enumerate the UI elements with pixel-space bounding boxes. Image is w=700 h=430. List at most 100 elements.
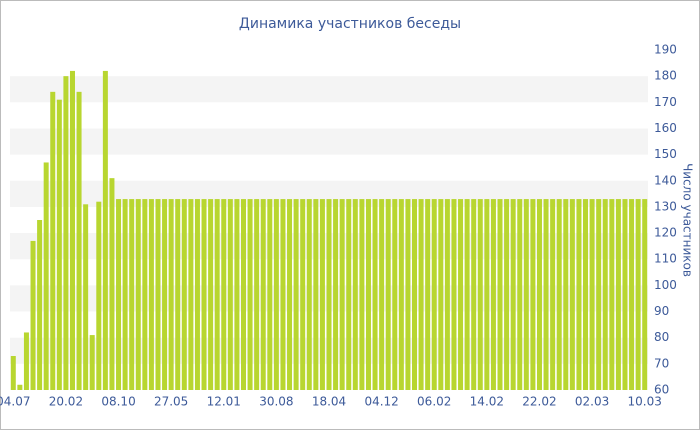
bar — [280, 199, 286, 390]
bar — [530, 199, 536, 390]
y-tick-label: 120 — [654, 226, 677, 240]
bar — [464, 199, 470, 390]
bar — [451, 199, 457, 390]
bar — [89, 335, 95, 390]
x-tick-label: 12.01 — [207, 395, 241, 409]
bar — [569, 199, 575, 390]
bar — [431, 199, 437, 390]
y-tick-label: 160 — [654, 121, 677, 135]
x-tick-label: 02.03 — [575, 395, 609, 409]
bar — [497, 199, 503, 390]
bar — [319, 199, 325, 390]
grid-band — [10, 76, 648, 103]
bar — [76, 91, 82, 390]
x-tick-label: 27.05 — [154, 395, 188, 409]
bar — [214, 199, 220, 390]
x-tick-label: 06.02 — [417, 395, 451, 409]
bar — [240, 199, 246, 390]
bar — [162, 199, 168, 390]
x-tick-label: 20.02 — [49, 395, 83, 409]
bar — [188, 199, 194, 390]
bar — [550, 199, 556, 390]
x-tick-label: 04.07 — [0, 395, 30, 409]
x-tick-label: 22.02 — [522, 395, 556, 409]
bar — [208, 199, 214, 390]
bar — [23, 332, 29, 390]
bar — [372, 199, 378, 390]
bar — [247, 199, 253, 390]
y-tick-label: 180 — [654, 69, 677, 83]
x-tick-label: 04.12 — [364, 395, 398, 409]
bar — [490, 199, 496, 390]
bar — [635, 199, 641, 390]
bar — [273, 199, 279, 390]
bar — [425, 199, 431, 390]
bar — [642, 199, 648, 390]
bar — [37, 220, 43, 390]
bar — [392, 199, 398, 390]
bar — [175, 199, 181, 390]
bar — [260, 199, 266, 390]
bar — [234, 199, 240, 390]
bar — [629, 199, 635, 390]
y-tick-label: 100 — [654, 278, 677, 292]
bar — [122, 199, 128, 390]
bar — [398, 199, 404, 390]
bar — [267, 199, 273, 390]
bar — [30, 240, 36, 390]
y-tick-label: 60 — [654, 383, 669, 397]
bar — [17, 384, 23, 390]
grid-band — [10, 128, 648, 155]
bar — [346, 199, 352, 390]
bar — [556, 199, 562, 390]
bar — [418, 199, 424, 390]
bar — [596, 199, 602, 390]
bar — [50, 91, 56, 390]
bar — [523, 199, 529, 390]
bar — [405, 199, 411, 390]
bar — [379, 199, 385, 390]
x-tick-label: 14.02 — [470, 395, 504, 409]
y-tick-label: 170 — [654, 95, 677, 109]
bar — [458, 199, 464, 390]
bar — [102, 70, 108, 390]
bar — [56, 99, 62, 390]
bar — [221, 199, 227, 390]
bar — [333, 199, 339, 390]
bar — [168, 199, 174, 390]
bar — [142, 199, 148, 390]
y-tick-label: 190 — [654, 43, 677, 57]
bar — [563, 199, 569, 390]
bar — [148, 199, 154, 390]
bar — [385, 199, 391, 390]
bar — [109, 178, 115, 390]
bar — [155, 199, 161, 390]
bar — [339, 199, 345, 390]
bar — [227, 199, 233, 390]
y-tick-label: 90 — [654, 304, 669, 318]
bar — [477, 199, 483, 390]
x-tick-label: 30.08 — [259, 395, 293, 409]
bar — [83, 204, 89, 390]
bar — [254, 199, 260, 390]
bar — [602, 199, 608, 390]
y-tick-label: 80 — [654, 330, 669, 344]
y-tick-label: 140 — [654, 173, 677, 187]
x-tick-label: 10.03 — [628, 395, 662, 409]
bar — [96, 201, 102, 390]
bar — [622, 199, 628, 390]
y-tick-label: 110 — [654, 252, 677, 266]
bar — [194, 199, 200, 390]
bar — [10, 356, 16, 390]
bar — [583, 199, 589, 390]
bar — [504, 199, 510, 390]
bar — [359, 199, 365, 390]
y-axis-label: Число участников — [681, 163, 695, 277]
bar — [287, 199, 293, 390]
bar — [181, 199, 187, 390]
bar — [471, 199, 477, 390]
bar — [589, 199, 595, 390]
bar — [313, 199, 319, 390]
y-tick-label: 70 — [654, 356, 669, 370]
x-tick-label: 18.04 — [312, 395, 346, 409]
